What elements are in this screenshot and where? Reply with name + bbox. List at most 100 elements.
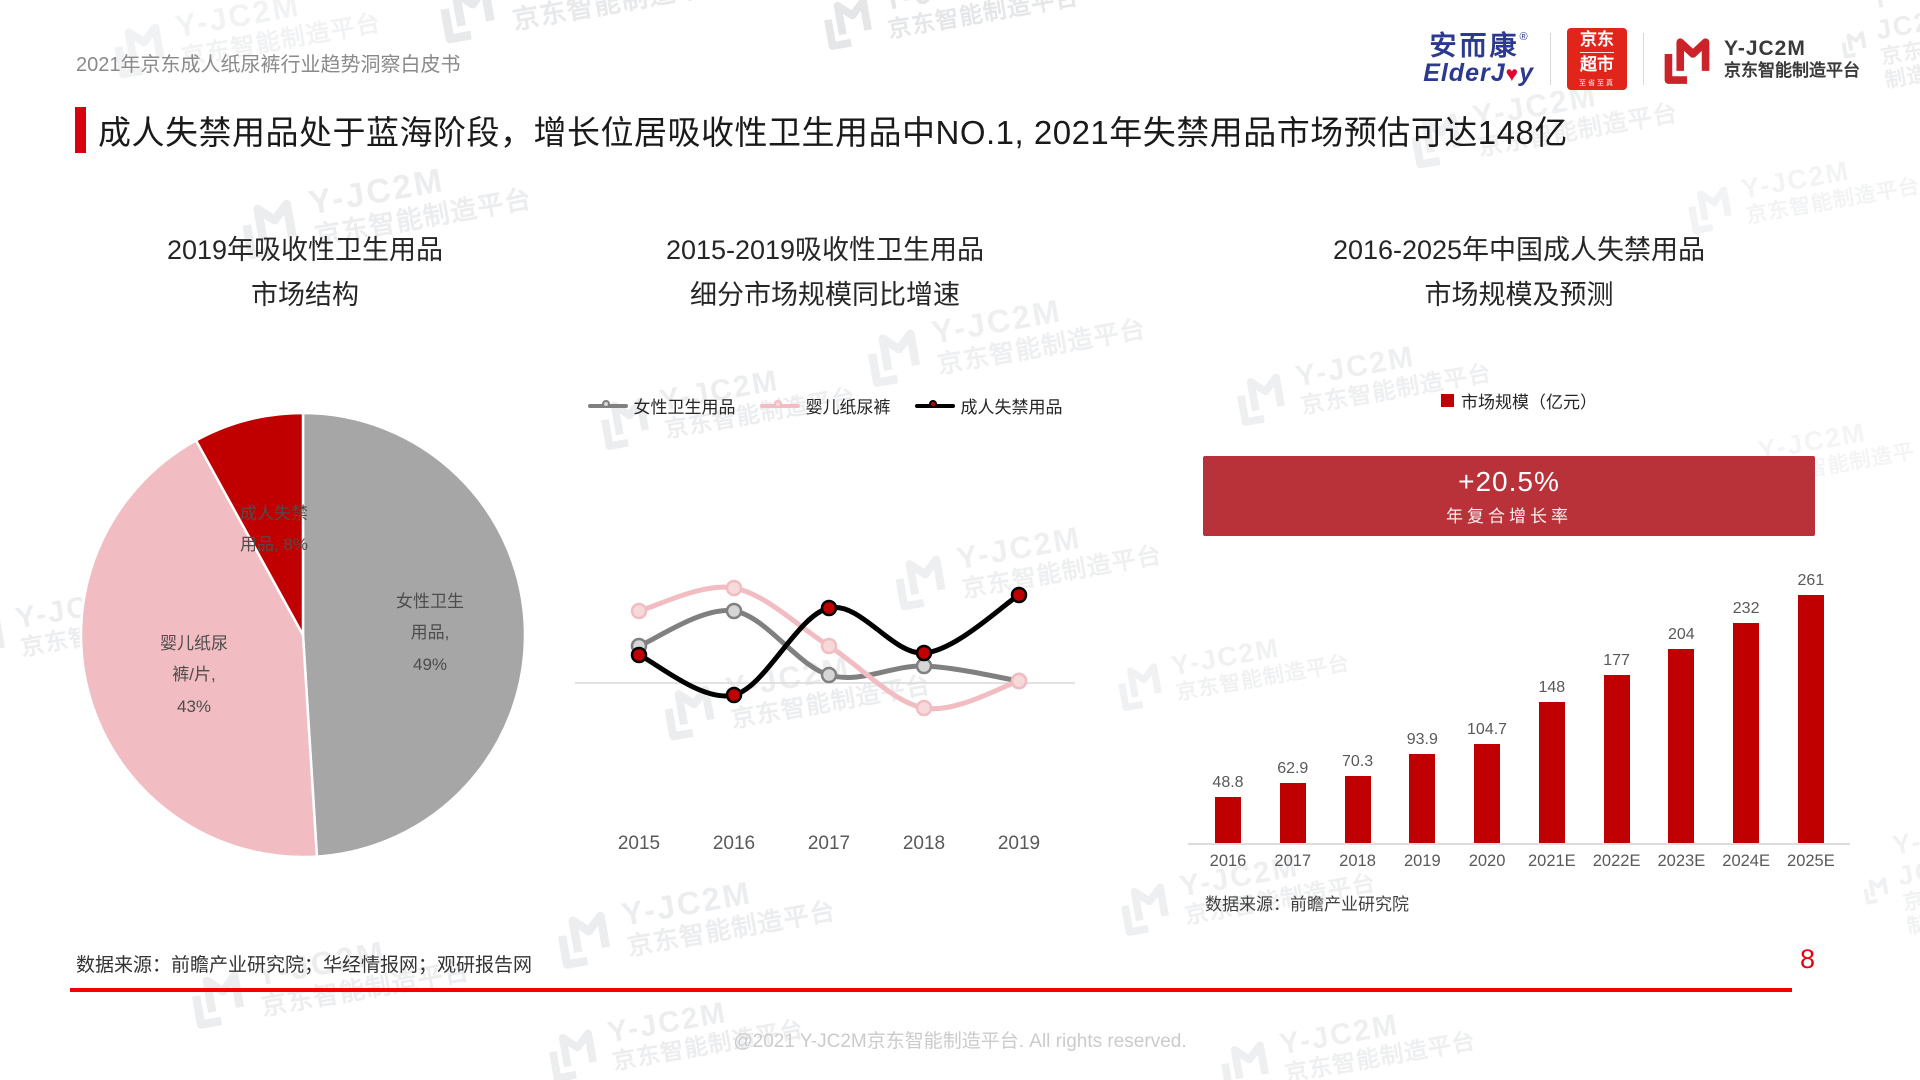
yjc2m-name: Y-JC2M — [1724, 37, 1806, 61]
copyright: @2021 Y-JC2M京东智能制造平台. All rights reserve… — [733, 1031, 1187, 1052]
pie-label-infant: 婴儿纸尿 裤/片, 43% — [160, 634, 228, 716]
bars: 48.8 62.9 70.3 93.9 104.7 148 177 204 232 261 — [1197, 556, 1842, 843]
header-title: 2021年京东成人纸尿裤行业趋势洞察白皮书 — [76, 54, 461, 76]
x-axis-tick-label: 2017 — [808, 833, 850, 854]
bar-x-label: 2025E — [1787, 852, 1835, 870]
bar-column: 48.8 — [1197, 774, 1259, 843]
legend-label: 成人失禁用品 — [960, 398, 1063, 417]
x-axis-tick-label: 2018 — [903, 833, 945, 854]
jd-supermarket-logo: 京东 超市 至省至真 — [1567, 28, 1627, 90]
bar-x-label: 2017 — [1274, 852, 1312, 870]
bar-x-label: 2020 — [1468, 852, 1506, 870]
bar-x-label: 2022E — [1592, 852, 1641, 870]
page-title: 成人失禁用品处于蓝海阶段，增长位居吸收性卫生用品中NO.1, 2021年失禁用品… — [98, 114, 1568, 151]
data-point — [820, 666, 838, 684]
pie-chart-block: 2019年吸收性卫生用品 市场结构 成人失禁 用品, 8% 女性卫生 用品, 4… — [60, 228, 550, 888]
data-point — [630, 646, 648, 664]
cagr-label: 年复合增长率 — [1446, 506, 1572, 526]
bar — [1409, 753, 1436, 843]
watermark: Y-JC2M京东智能制造平台 — [430, 0, 732, 50]
bar-column: 232 — [1715, 600, 1777, 843]
line-chart-block: 2015-2019吸收性卫生用品 细分市场规模同比增速 女性卫生用品 婴儿纸尿裤… — [560, 228, 1090, 888]
data-point — [915, 699, 933, 717]
bar-column: 204 — [1650, 626, 1712, 843]
bar-value-label: 104.7 — [1467, 720, 1508, 738]
x-axis-tick-label: 2019 — [998, 833, 1040, 854]
bar — [1538, 702, 1565, 843]
yjc2m-logo: Y-JC2M 京东智能制造平台 — [1660, 32, 1860, 86]
yjc2m-mark-icon — [1121, 883, 1169, 936]
data-point — [725, 602, 743, 620]
legend-marker-icon — [759, 399, 800, 413]
legend-label: 婴儿纸尿裤 — [805, 398, 891, 417]
x-axis-tick-label: 2015 — [618, 833, 660, 854]
line-chart-title: 2015-2019吸收性卫生用品 细分市场规模同比增速 — [665, 235, 985, 310]
data-point — [915, 644, 933, 662]
bar-value-label: 232 — [1732, 599, 1760, 617]
elderjoy-en: ElderJ♥y — [1423, 59, 1534, 88]
legend-swatch-icon — [1441, 394, 1454, 407]
bar-x-label: 2016 — [1209, 852, 1247, 870]
yjc2m-mark-icon — [824, 0, 872, 50]
bar — [1733, 622, 1760, 843]
pie-label-female: 女性卫生 用品, 49% — [396, 592, 464, 674]
bar-chart-legend: 市场规模（亿元） — [1180, 388, 1858, 413]
logo-row: 安而康® ElderJ♥y 京东 超市 至省至真 Y-JC2M 京东智能制造平台 — [1423, 28, 1860, 90]
data-point — [630, 602, 648, 620]
legend-item: 女性卫生用品 — [587, 393, 736, 418]
elderjoy-logo: 安而康® ElderJ♥y — [1423, 31, 1534, 88]
bar-value-label: 48.8 — [1212, 773, 1244, 791]
bar-value-label: 177 — [1603, 651, 1630, 669]
bar-value-label: 93.9 — [1406, 730, 1438, 748]
logo-separator — [1550, 33, 1551, 85]
page-number: 8 — [1800, 944, 1816, 974]
data-point — [1010, 672, 1028, 690]
jd-slogan: 至省至真 — [1579, 80, 1615, 88]
bar — [1279, 783, 1306, 843]
bar-x-label: 2024E — [1722, 852, 1770, 870]
bar-value-label: 204 — [1668, 626, 1695, 644]
bar-x-label: 2023E — [1657, 852, 1706, 870]
watermark: Y-JC2M京东智能制造平台 — [815, 0, 1081, 56]
bar-x-label: 2021E — [1527, 852, 1576, 870]
bar-chart-title: 2016-2025年中国成人失禁用品 市场规模及预测 — [1332, 235, 1706, 310]
yjc2m-mark-icon — [1664, 38, 1710, 84]
pie-slice — [79, 439, 319, 859]
bar-column: 62.9 — [1262, 760, 1324, 843]
footer-source: 数据来源：前瞻产业研究院；华经情报网；观研报告网 — [76, 955, 533, 976]
bar-column: 104.7 — [1456, 721, 1518, 843]
yjc2m-mark-icon — [1118, 662, 1162, 711]
bar — [1603, 674, 1630, 843]
heart-icon: ♥ — [1505, 63, 1520, 87]
title-block: 成人失禁用品处于蓝海阶段，增长位居吸收性卫生用品中NO.1, 2021年失禁用品… — [75, 106, 1568, 154]
footer-accent-line — [70, 988, 1792, 992]
cagr-banner: +20.5% 年复合增长率 — [1203, 456, 1815, 536]
bar-x-label: 2018 — [1339, 852, 1376, 870]
x-axis-tick-label: 2016 — [713, 833, 755, 854]
bar — [1797, 595, 1824, 843]
legend-item: 婴儿纸尿裤 — [759, 393, 891, 418]
data-point — [820, 637, 838, 655]
title-accent-bar — [75, 107, 86, 153]
bar-x-axis — [1188, 843, 1850, 845]
bar-column: 261 — [1780, 572, 1842, 843]
data-point — [725, 579, 743, 597]
yjc2m-subtitle: 京东智能制造平台 — [1724, 61, 1860, 81]
bar-column: 177 — [1586, 652, 1648, 843]
bar-value-label: 62.9 — [1277, 760, 1309, 778]
yjc2m-mark-icon — [440, 0, 495, 43]
pie-chart — [79, 411, 527, 859]
pie-slice — [301, 411, 527, 858]
yjc2m-mark-icon — [0, 615, 5, 653]
data-point — [1010, 586, 1028, 604]
bar-x-labels: 2016 2017 2018 2019 2020 2021E 2022E 2023E 2024E… — [1197, 852, 1842, 871]
bar-chart-block: 2016-2025年中国成人失禁用品 市场规模及预测 市场规模（亿元） +20.… — [1180, 228, 1858, 928]
bar — [1668, 649, 1695, 843]
legend-marker-icon — [587, 399, 628, 413]
logo-separator — [1643, 33, 1644, 85]
bar-value-label: 148 — [1538, 679, 1566, 697]
